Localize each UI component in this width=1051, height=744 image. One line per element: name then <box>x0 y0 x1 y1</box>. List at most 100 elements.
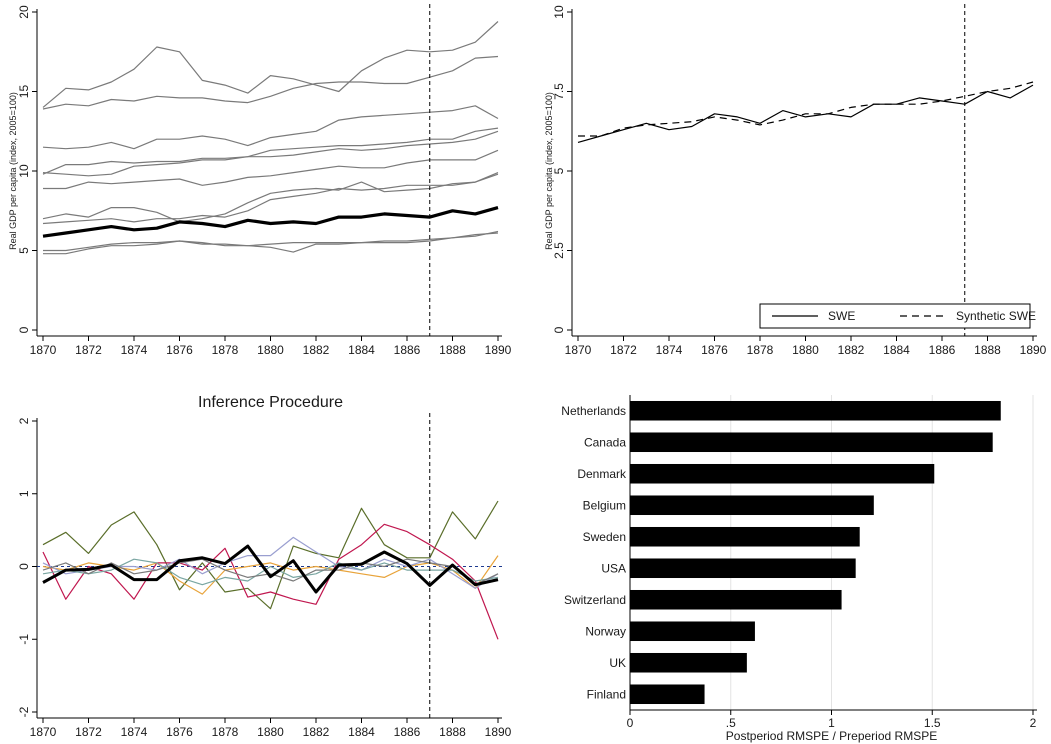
x-tick-label: 1884 <box>348 725 375 739</box>
series-line-1 <box>42 55 499 110</box>
x-tick-label: 1888 <box>439 725 466 739</box>
series-line-9 <box>43 230 499 255</box>
x-tick-label: 0 <box>627 716 634 730</box>
x-tick-label: 1872 <box>75 343 102 357</box>
series-line-6 <box>42 172 499 223</box>
x-tick-label: 1880 <box>792 343 819 357</box>
y-tick-label: 15 <box>17 85 31 99</box>
x-tick-label: 1872 <box>75 725 102 739</box>
bar-netherlands <box>630 400 1001 421</box>
series-line-2 <box>42 555 499 595</box>
y-tick-label: 0 <box>17 326 31 333</box>
chart-panel-bottom-left: -2 -1 0 1 2 1870 1872 1874 1876 1878 1880 1882 1884 1… <box>17 394 512 739</box>
x-tick-label: 1882 <box>303 725 330 739</box>
y-tick-label: 2 <box>17 417 31 424</box>
x-tick-label: 1870 <box>30 725 57 739</box>
y-tick-label: 5 <box>17 247 31 254</box>
bar-canada <box>630 432 993 453</box>
series-line-2 <box>42 105 499 150</box>
y-tick-label: 20 <box>17 5 31 19</box>
category-label: Switzerland <box>564 593 626 607</box>
x-tick-label: 1874 <box>656 343 683 357</box>
x-tick-label: 1890 <box>485 725 512 739</box>
bar-switzerland <box>630 589 842 610</box>
bar-finland <box>630 684 705 705</box>
series-line-1 <box>42 523 499 640</box>
series-line-8 <box>43 232 499 253</box>
x-tick-label: 1880 <box>257 343 284 357</box>
y-tick-label: 2.5 <box>552 242 566 259</box>
x-tick-label: 1884 <box>883 343 910 357</box>
y-tick-label: 7.5 <box>552 83 566 100</box>
x-tick-label: 1878 <box>747 343 774 357</box>
y-tick-label: -2 <box>17 706 31 717</box>
y-axis-label: Real GDP per capita (index, 2005=100) <box>8 92 18 250</box>
bar-uk <box>630 652 747 673</box>
chart-title: Inference Procedure <box>198 394 343 411</box>
x-tick-label: 1882 <box>303 343 330 357</box>
series-line-synthetic-swe <box>578 81 1034 137</box>
x-tick-label: 1884 <box>348 343 375 357</box>
x-tick-label: 1886 <box>394 343 421 357</box>
x-tick-label: 1 <box>828 716 835 730</box>
legend: SWE Synthetic SWE <box>759 303 1036 329</box>
y-tick-label: 0 <box>552 326 566 333</box>
series-line-5 <box>43 149 499 190</box>
x-tick-label: 2 <box>1030 716 1037 730</box>
x-tick-label: 1882 <box>838 343 865 357</box>
series-line-4 <box>42 130 499 177</box>
category-label: Canada <box>584 435 626 449</box>
category-label: Finland <box>587 687 626 701</box>
x-tick-label: 1872 <box>610 343 637 357</box>
x-tick-label: 1890 <box>1020 343 1047 357</box>
chart-panel-top-left: 0 5 10 15 20 1870 1872 1874 1876 1878 1880 1882 1884… <box>8 4 512 357</box>
legend-label: SWE <box>828 309 855 323</box>
x-tick-label: 1.5 <box>924 716 941 730</box>
x-tick-label: 1876 <box>701 343 728 357</box>
x-tick-label: 1888 <box>974 343 1001 357</box>
x-tick-label: .5 <box>726 716 736 730</box>
x-tick-label: 1878 <box>212 725 239 739</box>
category-label: Belgium <box>583 498 626 512</box>
category-label: Sweden <box>583 530 626 544</box>
x-tick-label: 1880 <box>257 725 284 739</box>
x-tick-label: 1886 <box>394 725 421 739</box>
series-line-5 <box>42 558 499 586</box>
series-line-7 <box>42 173 499 225</box>
bar-belgium <box>630 495 874 516</box>
y-tick-label: 5 <box>552 167 566 174</box>
y-tick-label: -1 <box>17 634 31 645</box>
x-tick-label: 1878 <box>212 343 239 357</box>
x-tick-label: 1886 <box>929 343 956 357</box>
category-label: UK <box>609 656 626 670</box>
x-tick-label: 1888 <box>439 343 466 357</box>
x-tick-label: 1874 <box>121 343 148 357</box>
x-tick-label: 1890 <box>485 343 512 357</box>
y-axis-label: Real GDP per capita (index, 2005=100) <box>544 92 554 250</box>
category-label: Netherlands <box>561 404 626 418</box>
y-tick-label: 10 <box>552 5 566 19</box>
series-line-3 <box>42 127 499 175</box>
category-label: Norway <box>585 624 626 638</box>
series-line-6 <box>42 544 499 594</box>
bar-norway <box>630 621 755 642</box>
series-line-swe <box>577 84 1034 143</box>
legend-label: Synthetic SWE <box>956 309 1036 323</box>
y-tick-label: 1 <box>17 490 31 497</box>
series-line-0 <box>42 21 499 108</box>
x-tick-label: 1870 <box>30 343 57 357</box>
x-tick-label: 1870 <box>565 343 592 357</box>
bar-denmark <box>630 463 935 484</box>
category-label: USA <box>601 561 626 575</box>
x-tick-label: 1874 <box>121 725 148 739</box>
series-line-0 <box>42 500 499 610</box>
y-tick-label: 10 <box>17 164 31 178</box>
bar-usa <box>630 558 856 579</box>
category-label: Denmark <box>577 467 627 481</box>
x-tick-label: 1876 <box>166 343 193 357</box>
y-tick-label: 0 <box>17 563 31 570</box>
x-axis-label: Postperiod RMSPE / Preperiod RMSPE <box>726 729 937 743</box>
chart-panel-top-right: 0 2.5 5 7.5 10 1870 1872 1874 1876 1878 1880 1882 18… <box>544 4 1047 357</box>
series-line-10 <box>42 206 499 238</box>
